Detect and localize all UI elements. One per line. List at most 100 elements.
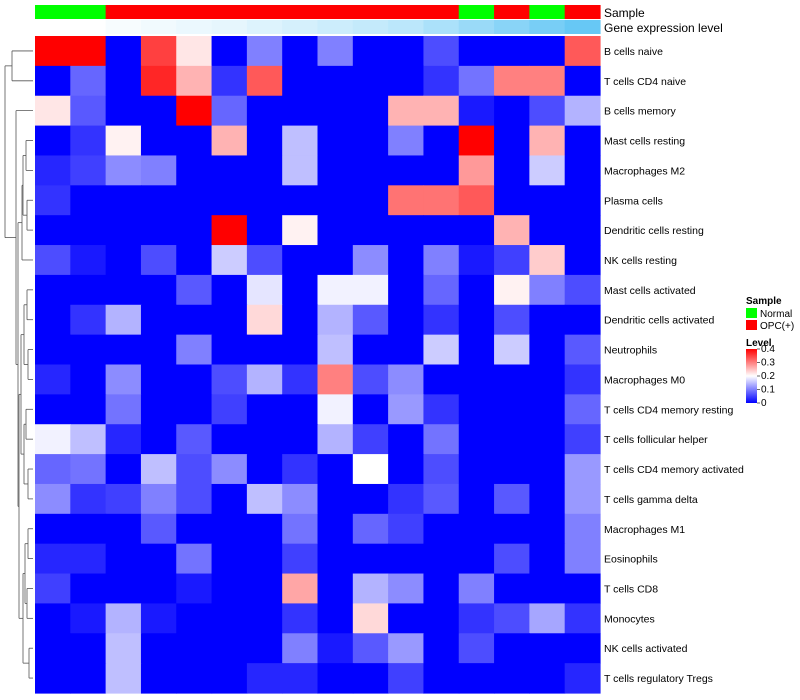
heatmap-cell: [70, 155, 107, 186]
heatmap-cell: [35, 364, 71, 395]
heatmap-cell: [176, 394, 213, 425]
heatmap-cell: [176, 364, 213, 395]
heatmap-cell: [105, 215, 142, 246]
sample-annotation-cell: [494, 5, 530, 19]
heatmap-cell: [35, 95, 71, 127]
heatmap-cell: [282, 185, 319, 216]
heatmap-cell: [246, 304, 283, 336]
heatmap-cell: [317, 36, 354, 67]
heatmap-cell: [564, 364, 601, 395]
heatmap-cell: [176, 663, 213, 694]
expression-annotation-cell: [458, 20, 495, 34]
heatmap-cell: [246, 483, 283, 515]
heatmap-cell: [388, 95, 425, 127]
heatmap-cell: [458, 185, 495, 216]
heatmap-cell: [564, 95, 601, 127]
heatmap-cell: [246, 36, 283, 67]
row-label: T cells regulatory Tregs: [604, 673, 713, 685]
heatmap-cell: [70, 483, 107, 515]
heatmap-cell: [529, 513, 566, 545]
heatmap-cell: [458, 245, 495, 276]
heatmap-cell: [105, 483, 142, 515]
heatmap-cell: [246, 95, 283, 127]
expression-annotation-cell: [423, 20, 460, 34]
heatmap-cell: [388, 36, 425, 67]
heatmap-cell: [105, 304, 142, 336]
heatmap-cell: [494, 95, 530, 127]
heatmap-cell: [352, 245, 389, 276]
heatmap-cell: [388, 304, 425, 336]
heatmap-cell: [140, 95, 177, 127]
heatmap-cell: [282, 36, 319, 67]
heatmap-cell: [388, 155, 425, 186]
row-label: T cells CD4 memory resting: [604, 404, 733, 416]
heatmap-cell: [423, 334, 460, 366]
heatmap-cell: [105, 603, 142, 634]
heatmap-cell: [176, 95, 213, 127]
heatmap-cell: [211, 245, 248, 276]
expression-annotation-cell: [246, 20, 283, 34]
heatmap-cell: [458, 274, 495, 306]
heatmap-cell: [388, 394, 425, 425]
heatmap-cell: [176, 334, 213, 366]
heatmap-cell: [352, 155, 389, 186]
heatmap-cell: [35, 513, 71, 545]
heatmap-cell: [211, 603, 248, 634]
heatmap-cell: [211, 573, 248, 605]
heatmap-cell: [529, 364, 566, 395]
sample-annotation-cell: [105, 5, 142, 19]
heatmap-cell: [70, 95, 107, 127]
heatmap-cell: [176, 424, 213, 455]
expression-annotation-cell: [176, 20, 213, 34]
heatmap-cell: [140, 245, 177, 276]
heatmap-cell: [140, 36, 177, 67]
heatmap-cell: [494, 36, 530, 67]
heatmap-cell: [211, 125, 248, 157]
heatmap-cell: [352, 633, 389, 664]
heatmap-cell: [70, 185, 107, 216]
heatmap-cell: [211, 334, 248, 366]
heatmap-cell: [494, 274, 530, 306]
heatmap-cell: [458, 65, 495, 97]
heatmap-cell: [494, 513, 530, 545]
heatmap-cell: [282, 245, 319, 276]
heatmap-cell: [140, 185, 177, 216]
heatmap-cell: [529, 36, 566, 67]
heatmap-cell: [388, 633, 425, 664]
heatmap-cell: [423, 155, 460, 186]
heatmap-cell: [564, 513, 601, 545]
heatmap-cell: [529, 603, 566, 634]
row-label: B cells memory: [604, 106, 677, 118]
heatmap-cell: [388, 454, 425, 485]
heatmap-cell: [105, 454, 142, 485]
heatmap-cell: [494, 454, 530, 485]
heatmap-cell: [564, 454, 601, 485]
heatmap-cell: [35, 65, 71, 97]
heatmap-cell: [105, 65, 142, 97]
heatmap-cell: [140, 394, 177, 425]
heatmap-cell: [388, 65, 425, 97]
heatmap-cell: [35, 304, 71, 336]
heatmap-cell: [35, 424, 71, 455]
heatmap-cell: [70, 36, 107, 67]
heatmap-cell: [423, 454, 460, 485]
heatmap-cell: [140, 304, 177, 336]
heatmap-cell: [211, 185, 248, 216]
heatmap-cell: [70, 274, 107, 306]
heatmap-cell: [176, 185, 213, 216]
heatmap-cell: [140, 424, 177, 455]
heatmap-cell: [388, 245, 425, 276]
heatmap-cell: [282, 364, 319, 395]
heatmap-cell: [282, 573, 319, 605]
heatmap-cell: [564, 274, 601, 306]
heatmap-cell: [423, 245, 460, 276]
heatmap-cell: [352, 215, 389, 246]
heatmap-cell: [282, 65, 319, 97]
sample-annotation-cell: [282, 5, 319, 19]
heatmap-cell: [458, 573, 495, 605]
heatmap-cell: [70, 65, 107, 97]
heatmap-cell: [564, 155, 601, 186]
heatmap-cell: [388, 603, 425, 634]
heatmap-cell: [529, 125, 566, 157]
